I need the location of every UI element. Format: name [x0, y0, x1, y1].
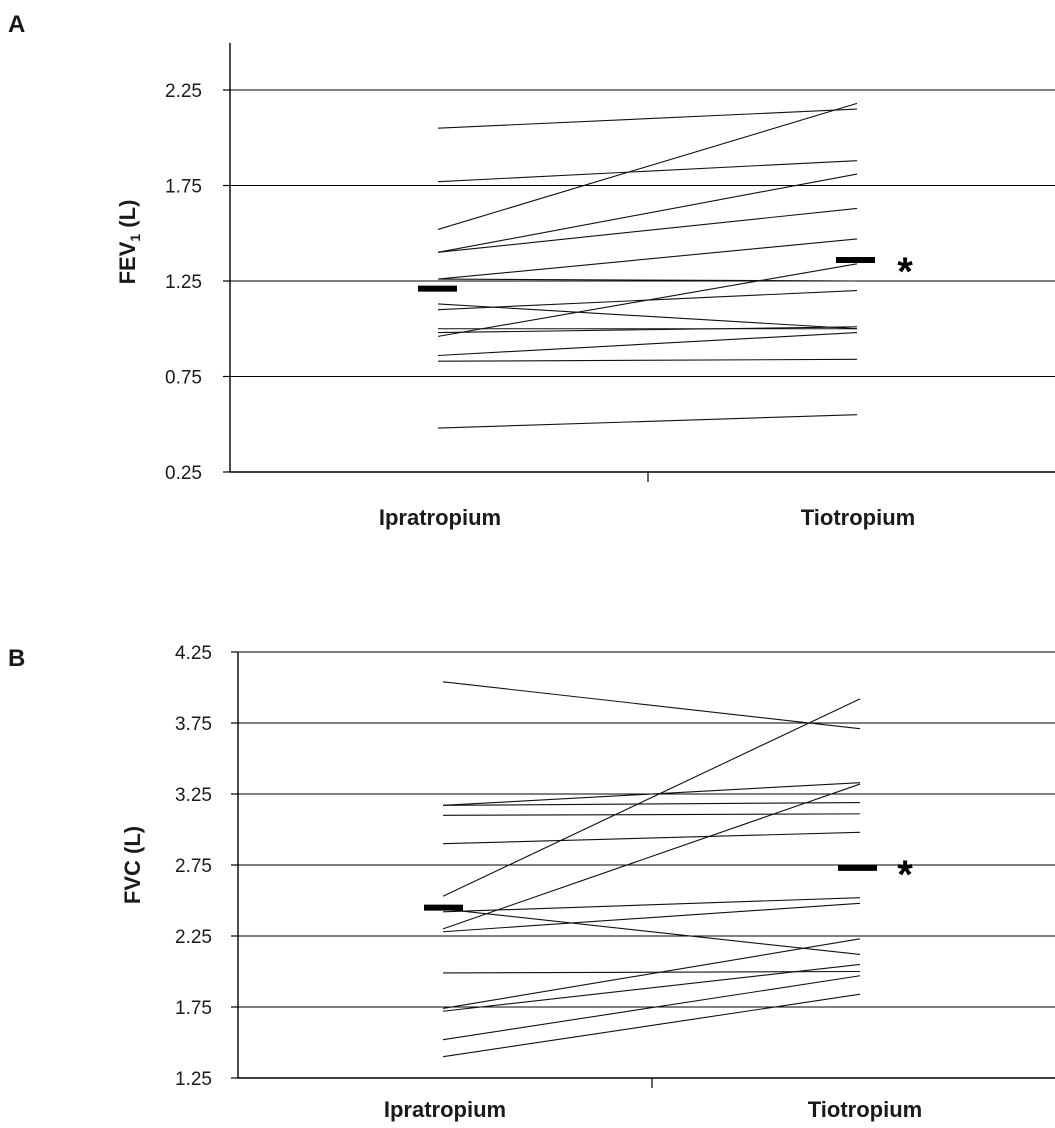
panel-b-subject-line: [442, 782, 861, 806]
panel-b-y-axis-title: FVC (L): [120, 826, 145, 904]
panel-a-subject-line: [437, 173, 858, 253]
panel-a-y-tick-label: 1.75: [165, 177, 202, 198]
panel-b-y-tick-label: 3.25: [175, 785, 212, 806]
panel-b-y-tick-label: 4.25: [175, 643, 212, 664]
panel-b-significance-marker: *: [897, 853, 913, 897]
panel-b-subject-line: [442, 975, 861, 1041]
panel-a-subject-line: [437, 207, 858, 253]
panel-b-letter: B: [8, 645, 25, 672]
panel-b-category-tiotropium: Tiotropium: [808, 1097, 922, 1122]
panel-a-subject-line: [437, 102, 858, 230]
panel-a-subject-line: [437, 326, 858, 334]
panel-b-y-tick-label: 2.75: [175, 856, 212, 877]
panel-a-subject-line: [437, 278, 858, 282]
panel-b-subject-line: [442, 783, 861, 930]
panel-a-subject-line: [437, 263, 858, 337]
panel-b-y-ticks: 1.25 1.75 2.25 2.75 3.25 3.75 4.25: [175, 643, 238, 1090]
panel-a-subject-line: [437, 238, 858, 280]
panel-b-subject-line: [442, 902, 861, 933]
panel-a-subject-lines: [437, 102, 858, 429]
panel-b-means: [424, 864, 877, 911]
panel-b-gridlines: [238, 651, 1055, 1008]
panel-a-significance-marker: *: [897, 250, 913, 294]
panel-a-subject-line: [437, 108, 858, 129]
panel-b-y-tick-label: 1.25: [175, 1069, 212, 1090]
panel-b-subject-line: [442, 993, 861, 1058]
panel-b-category-ipratropium: Ipratropium: [384, 1097, 506, 1122]
panel-a-y-tick-label: 0.25: [165, 463, 202, 484]
panel-b-subject-line: [442, 831, 861, 845]
panel-b: B FVC (L) 1.25 1.75 2.25 2.75 3.25 3.75 4.25 I…: [8, 643, 1055, 1122]
panel-a-subject-line: [437, 358, 858, 362]
panel-b-subject-line: [442, 938, 861, 1009]
panel-a-y-axis-title: FEV1 (L): [115, 200, 143, 285]
panel-a-subject-line: [437, 332, 858, 357]
panel-a-letter: A: [8, 11, 25, 38]
panel-b-subject-line: [442, 963, 861, 1012]
panel-b-subject-lines: [442, 681, 861, 1058]
panel-a-y-tick-label: 1.25: [165, 272, 202, 293]
panel-a-subject-line: [437, 414, 858, 429]
panel-a-subject-line: [437, 160, 858, 183]
panel-a-y-tick-label: 0.75: [165, 368, 202, 389]
panel-a-y-tick-label: 2.25: [165, 81, 202, 102]
panel-b-y-tick-label: 3.75: [175, 714, 212, 735]
panel-a: A FEV1 (L) 0.25 0.75 1.25 1.75 2.25 Ipratrop…: [8, 11, 1055, 530]
panel-a-subject-line: [437, 303, 858, 330]
panel-a-y-ticks: 0.25 0.75 1.25 1.75 2.25: [165, 81, 230, 484]
panel-a-category-tiotropium: Tiotropium: [801, 505, 915, 530]
panel-b-subject-line: [442, 908, 861, 956]
panel-a-means: [418, 256, 875, 292]
panel-b-subject-line: [442, 801, 861, 806]
panel-b-subject-line: [442, 813, 861, 816]
panel-b-subject-line: [442, 698, 861, 897]
panel-b-subject-line: [442, 681, 861, 730]
panel-a-gridlines: [230, 89, 1055, 377]
panel-a-category-ipratropium: Ipratropium: [379, 505, 501, 530]
panel-b-subject-line: [442, 897, 861, 913]
panel-b-y-tick-label: 2.25: [175, 927, 212, 948]
panel-b-y-tick-label: 1.75: [175, 998, 212, 1019]
